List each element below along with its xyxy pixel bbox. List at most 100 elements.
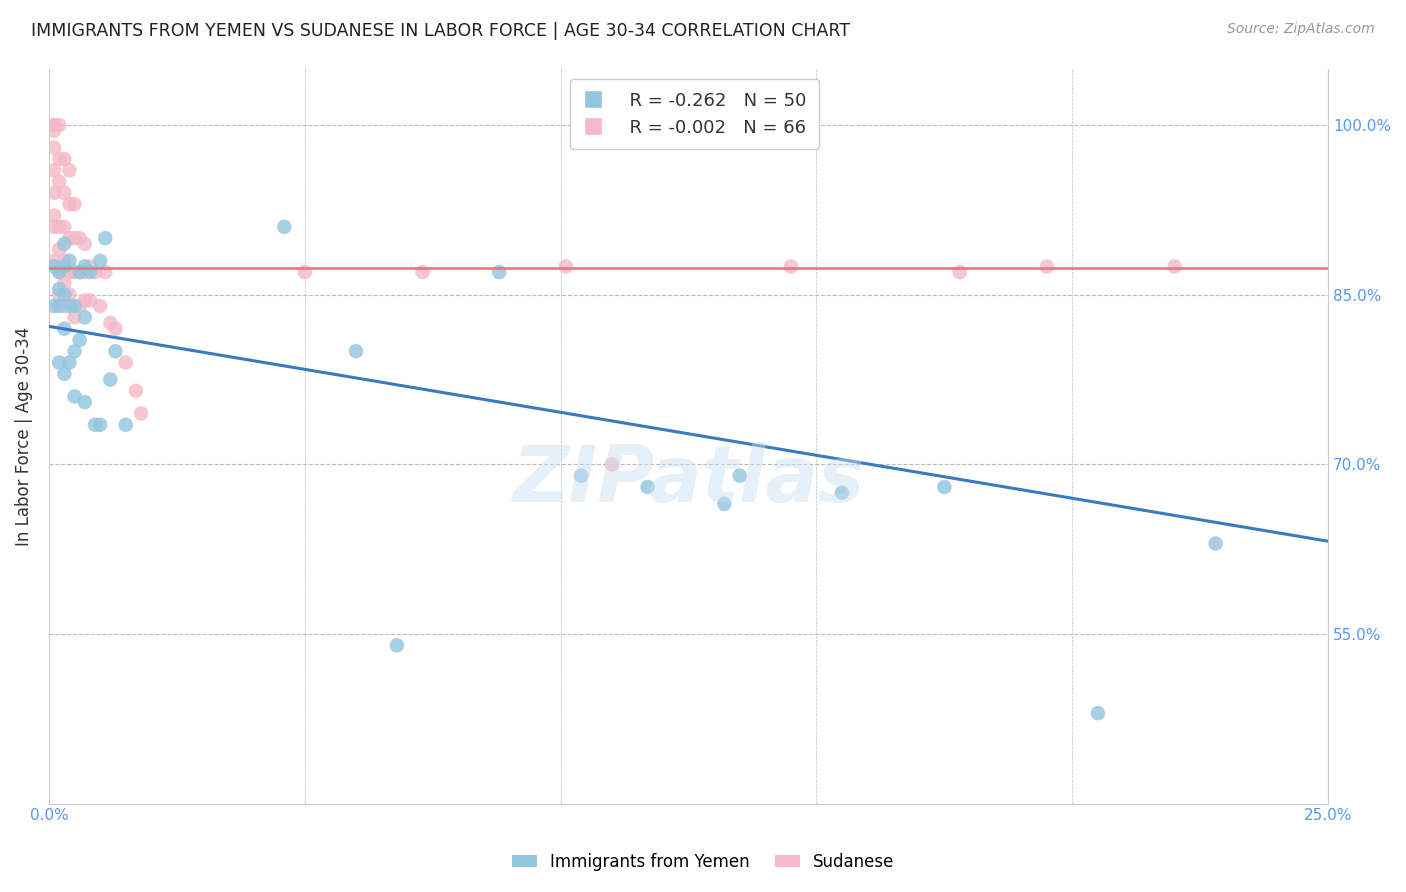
Point [949,265,972,279]
Point [100,372,122,386]
Point [58,299,80,313]
Point [53,287,76,301]
Point [79,260,101,274]
Point [53,236,76,251]
Point [73,265,96,279]
Point [488,265,510,279]
Point [84,417,107,432]
Point [94,231,117,245]
Point [1205,536,1227,550]
Point [63,265,86,279]
Text: ZIPatlas: ZIPatlas [512,442,865,518]
Point [48,118,70,132]
Point [934,480,956,494]
Point [48,175,70,189]
Point [53,299,76,313]
Point [73,293,96,308]
Point [42,260,65,274]
Point [94,265,117,279]
Point [114,417,136,432]
Point [63,389,86,403]
Point [73,260,96,274]
Point [84,265,107,279]
Point [728,468,751,483]
Point [69,333,91,347]
Point [831,485,853,500]
Point [53,277,76,291]
Point [104,321,127,335]
Point [344,344,367,359]
Point [713,497,735,511]
Point [48,265,70,279]
Point [1163,260,1185,274]
Point [42,163,65,178]
Point [53,367,76,381]
Y-axis label: In Labor Force | Age 30-34: In Labor Force | Age 30-34 [15,326,32,546]
Legend: Immigrants from Yemen, Sudanese: Immigrants from Yemen, Sudanese [503,845,903,880]
Point [58,163,80,178]
Point [63,344,86,359]
Point [294,265,316,279]
Point [53,152,76,166]
Point [780,260,803,274]
Point [48,265,70,279]
Point [42,118,65,132]
Point [73,236,96,251]
Point [1035,260,1057,274]
Point [63,310,86,325]
Point [79,265,101,279]
Point [48,243,70,257]
Point [69,265,91,279]
Point [69,231,91,245]
Point [385,638,408,652]
Point [63,231,86,245]
Point [42,124,65,138]
Point [48,299,70,313]
Point [58,355,80,369]
Point [600,458,623,472]
Point [73,310,96,325]
Point [48,282,70,296]
Point [42,299,65,313]
Point [129,407,152,421]
Legend:   R = -0.262   N = 50,   R = -0.002   N = 66: R = -0.262 N = 50, R = -0.002 N = 66 [569,79,820,149]
Point [569,468,592,483]
Point [114,355,136,369]
Point [48,355,70,369]
Text: IMMIGRANTS FROM YEMEN VS SUDANESE IN LABOR FORCE | AGE 30-34 CORRELATION CHART: IMMIGRANTS FROM YEMEN VS SUDANESE IN LAB… [31,22,851,40]
Point [89,253,111,268]
Point [53,260,76,274]
Point [125,384,148,398]
Point [79,293,101,308]
Point [58,197,80,211]
Point [58,287,80,301]
Point [554,260,576,274]
Point [48,287,70,301]
Point [73,395,96,409]
Point [53,321,76,335]
Point [58,265,80,279]
Point [89,299,111,313]
Point [58,253,80,268]
Point [637,480,659,494]
Point [69,299,91,313]
Point [42,209,65,223]
Point [58,231,80,245]
Point [273,219,295,234]
Point [42,141,65,155]
Point [63,197,86,211]
Point [63,299,86,313]
Point [48,219,70,234]
Point [53,186,76,200]
Point [42,186,65,200]
Point [53,219,76,234]
Point [69,265,91,279]
Point [53,253,76,268]
Point [89,417,111,432]
Point [42,253,65,268]
Point [411,265,433,279]
Text: Source: ZipAtlas.com: Source: ZipAtlas.com [1227,22,1375,37]
Point [42,219,65,234]
Point [1087,706,1109,720]
Point [42,118,65,132]
